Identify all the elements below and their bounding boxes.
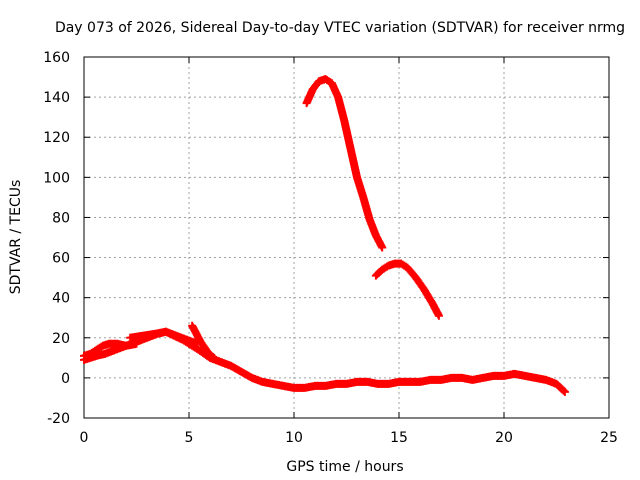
trace-marker: [131, 340, 139, 349]
series-early-bump: [80, 339, 141, 360]
x-tick-label: 15: [390, 430, 408, 446]
y-tick-label: -20: [47, 411, 70, 427]
trace-marker: [89, 347, 98, 356]
tick-labels: 0 5 10 15 20 25 -20 0 20 40 60 80 100 120 140 160: [43, 50, 618, 446]
y-tick-label: 60: [52, 251, 70, 267]
trace-marker: [375, 267, 384, 276]
ticks: [83, 56, 610, 419]
trace-marker: [198, 340, 207, 349]
x-tick-label: 20: [495, 430, 513, 446]
y-tick-label: 140: [43, 90, 70, 106]
y-tick-label: 20: [52, 331, 70, 347]
x-tick-label: 5: [185, 430, 194, 446]
x-tick-label: 0: [80, 430, 89, 446]
y-tick-label: 0: [61, 371, 70, 387]
chart-title: Day 073 of 2026, Sidereal Day-to-day VTE…: [55, 20, 625, 36]
y-tick-label: 40: [52, 291, 70, 307]
grid: [84, 57, 609, 418]
x-axis-title: GPS time / hours: [286, 459, 403, 475]
x-tick-label: 25: [600, 430, 618, 446]
trace-marker: [208, 352, 217, 361]
trace-marker: [558, 385, 567, 394]
data-marks: [80, 75, 569, 396]
series-mid-morning-arc: [126, 327, 202, 348]
trace-marker: [400, 261, 409, 270]
trace-marker: [207, 351, 216, 360]
y-tick-label: 100: [43, 170, 70, 186]
trace-marker: [381, 263, 390, 272]
y-tick-label: 80: [52, 210, 70, 226]
series-high-arc: [302, 75, 387, 252]
x-tick-label: 10: [285, 430, 303, 446]
trace-marker: [559, 386, 568, 395]
y-tick-label: 160: [43, 50, 70, 66]
trace-marker: [434, 310, 443, 319]
y-axis-title: SDTVAR / TECUs: [8, 180, 24, 295]
y-tick-label: 120: [43, 130, 70, 146]
trace-marker: [202, 346, 211, 355]
series-hour5-spike: [188, 321, 219, 362]
plot-frame: [83, 56, 610, 419]
series-secondary-arc: [371, 259, 443, 320]
trace-marker: [194, 345, 203, 354]
trace-marker: [377, 242, 386, 251]
trace-marker: [95, 343, 104, 352]
